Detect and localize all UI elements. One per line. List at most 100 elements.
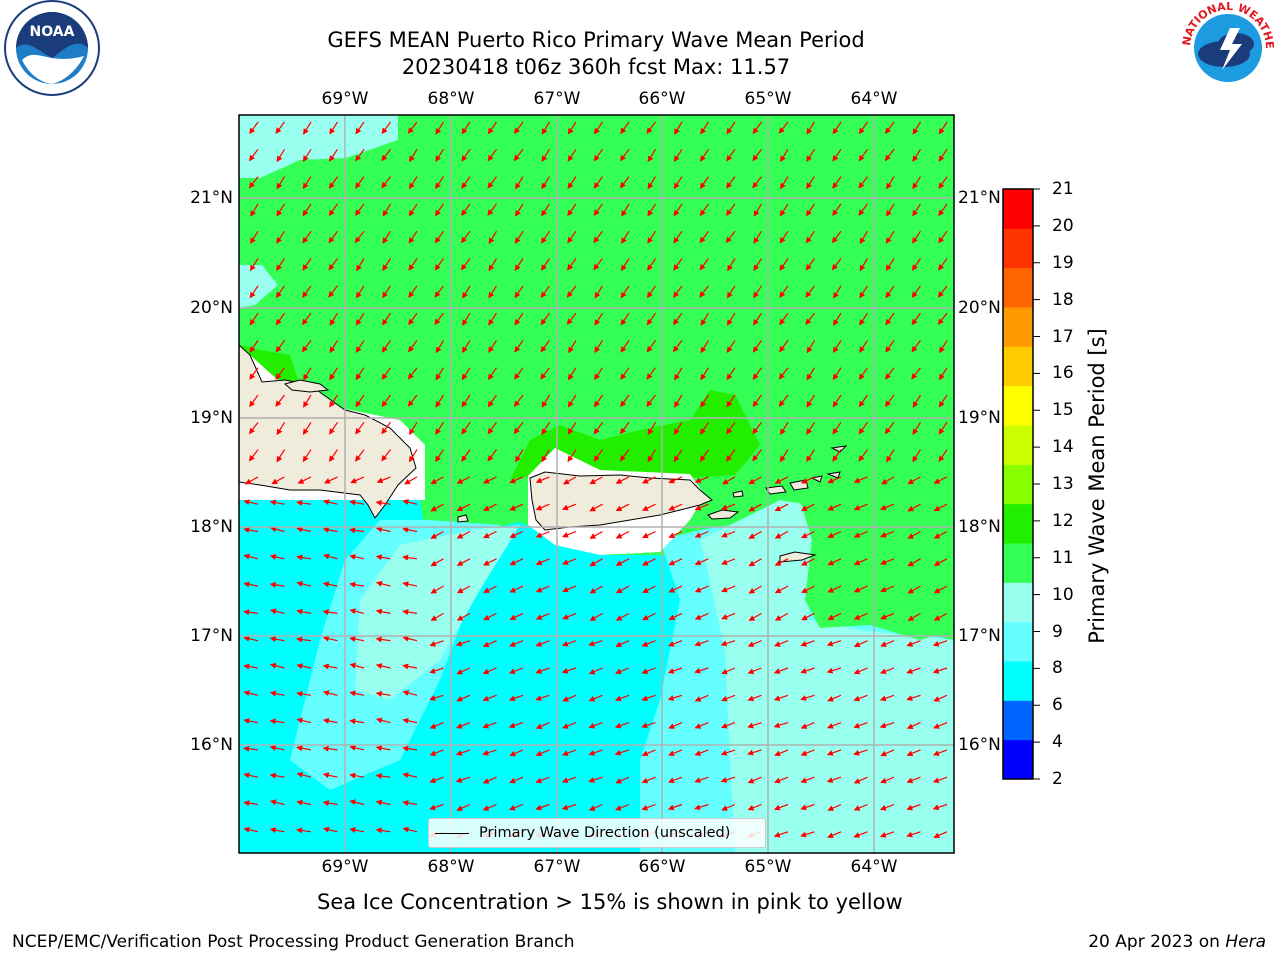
wave-direction-arrow — [589, 585, 603, 594]
wave-direction-arrow — [302, 176, 312, 190]
wave-direction-arrow — [541, 394, 551, 408]
wave-direction-arrow — [752, 421, 762, 435]
wave-direction-arrow — [434, 285, 444, 298]
wave-direction-arrow — [243, 553, 259, 560]
wave-direction-arrow — [726, 285, 736, 299]
wave-direction-arrow — [747, 749, 762, 756]
wave-direction-arrow — [456, 694, 471, 702]
wave-direction-arrow — [647, 230, 657, 244]
colorbar-tick-label: 17 — [1052, 326, 1074, 347]
lat-label-left: 18°N — [190, 517, 233, 537]
wave-direction-arrow — [408, 340, 418, 353]
wave-direction-arrow — [302, 203, 312, 217]
wave-direction-arrow — [429, 749, 444, 756]
wave-direction-arrow — [355, 394, 365, 408]
wave-direction-arrow — [725, 230, 736, 244]
wave-direction-arrow — [884, 394, 895, 408]
wave-direction-arrow — [515, 203, 524, 217]
wave-direction-arrow — [933, 831, 948, 839]
wave-direction-arrow — [674, 394, 683, 408]
wave-direction-arrow — [375, 773, 391, 780]
wave-direction-arrow — [859, 258, 869, 272]
wave-direction-arrow — [615, 640, 630, 648]
wave-direction-arrow — [461, 203, 471, 217]
wave-direction-arrow — [699, 176, 709, 189]
colorbar — [1003, 188, 1040, 780]
wave-direction-arrow — [912, 148, 922, 162]
wave-direction-arrow — [752, 340, 762, 353]
colorbar-segment — [1003, 464, 1033, 505]
wave-direction-arrow — [615, 476, 630, 484]
wave-direction-arrow — [514, 230, 524, 244]
wave-direction-arrow — [402, 581, 418, 588]
wave-direction-arrow — [831, 230, 842, 244]
colorbar-title: Primary Wave Mean Period [s] — [1085, 328, 1109, 644]
wave-direction-arrow — [642, 585, 656, 593]
lon-label-top: 65°W — [744, 89, 792, 109]
wave-direction-arrow — [880, 558, 895, 565]
wave-direction-arrow — [620, 394, 630, 408]
wave-direction-arrow — [672, 312, 683, 326]
wave-direction-arrow — [243, 581, 259, 588]
wave-direction-arrow — [620, 121, 630, 135]
wave-direction-arrow — [540, 367, 550, 380]
wave-direction-arrow — [461, 176, 471, 189]
wave-direction-arrow — [456, 503, 471, 512]
wave-direction-arrow — [541, 449, 551, 463]
wave-direction-arrow — [938, 203, 948, 217]
wave-direction-arrow — [349, 527, 365, 534]
wave-direction-arrow — [567, 258, 577, 271]
lat-label-right: 16°N — [958, 735, 1001, 755]
wave-direction-arrow — [430, 503, 444, 512]
wave-direction-arrow — [779, 203, 789, 217]
wave-direction-arrow — [509, 530, 524, 538]
colorbar-tick-label: 6 — [1052, 695, 1063, 716]
wave-direction-arrow — [885, 367, 895, 380]
wave-direction-arrow — [382, 285, 391, 299]
wave-direction-arrow — [249, 312, 259, 326]
wave-direction-arrow — [773, 722, 789, 729]
wave-direction-arrow — [540, 312, 550, 326]
wave-direction-arrow — [408, 312, 418, 326]
wave-direction-arrow — [700, 340, 710, 354]
wave-direction-arrow — [594, 285, 604, 299]
wave-direction-arrow — [322, 527, 338, 533]
wave-direction-arrow — [912, 230, 921, 244]
period-10-11-region-east — [800, 470, 954, 640]
lat-label-right: 20°N — [958, 298, 1001, 318]
wave-direction-arrow — [461, 148, 471, 162]
wave-direction-arrow — [488, 230, 498, 245]
wave-direction-arrow — [932, 640, 948, 647]
wave-direction-arrow — [779, 312, 789, 326]
wave-direction-arrow — [774, 585, 789, 594]
wave-direction-arrow — [912, 121, 922, 135]
wave-direction-arrow — [354, 230, 365, 244]
wave-direction-arrow — [884, 121, 895, 134]
wave-direction-arrow — [832, 421, 842, 435]
wave-direction-arrow — [302, 421, 312, 435]
wave-direction-arrow — [302, 312, 312, 326]
wave-direction-arrow — [615, 612, 630, 621]
wave-direction-arrow — [779, 176, 789, 190]
wave-direction-arrow — [296, 554, 312, 561]
wave-direction-arrow — [700, 394, 710, 408]
wave-direction-arrow — [322, 499, 338, 506]
wave-direction-arrow — [349, 772, 365, 779]
wave-direction-arrow — [509, 476, 524, 484]
wave-direction-arrow — [621, 230, 630, 244]
legend: Primary Wave Direction (unscaled) — [428, 818, 766, 848]
wave-direction-arrow — [535, 667, 550, 674]
wave-direction-arrow — [329, 340, 339, 354]
wave-direction-arrow — [248, 176, 259, 189]
wave-direction-arrow — [355, 285, 365, 299]
wave-direction-arrow — [880, 776, 895, 784]
colorbar-tick-label: 4 — [1052, 732, 1063, 753]
wave-direction-arrow — [774, 476, 789, 484]
wave-direction-arrow — [513, 148, 524, 162]
wave-direction-arrow — [827, 803, 842, 811]
wave-direction-arrow — [594, 367, 603, 381]
wave-direction-arrow — [694, 612, 709, 620]
wave-direction-arrow — [615, 503, 630, 512]
colorbar-tick-label: 20 — [1052, 215, 1074, 236]
